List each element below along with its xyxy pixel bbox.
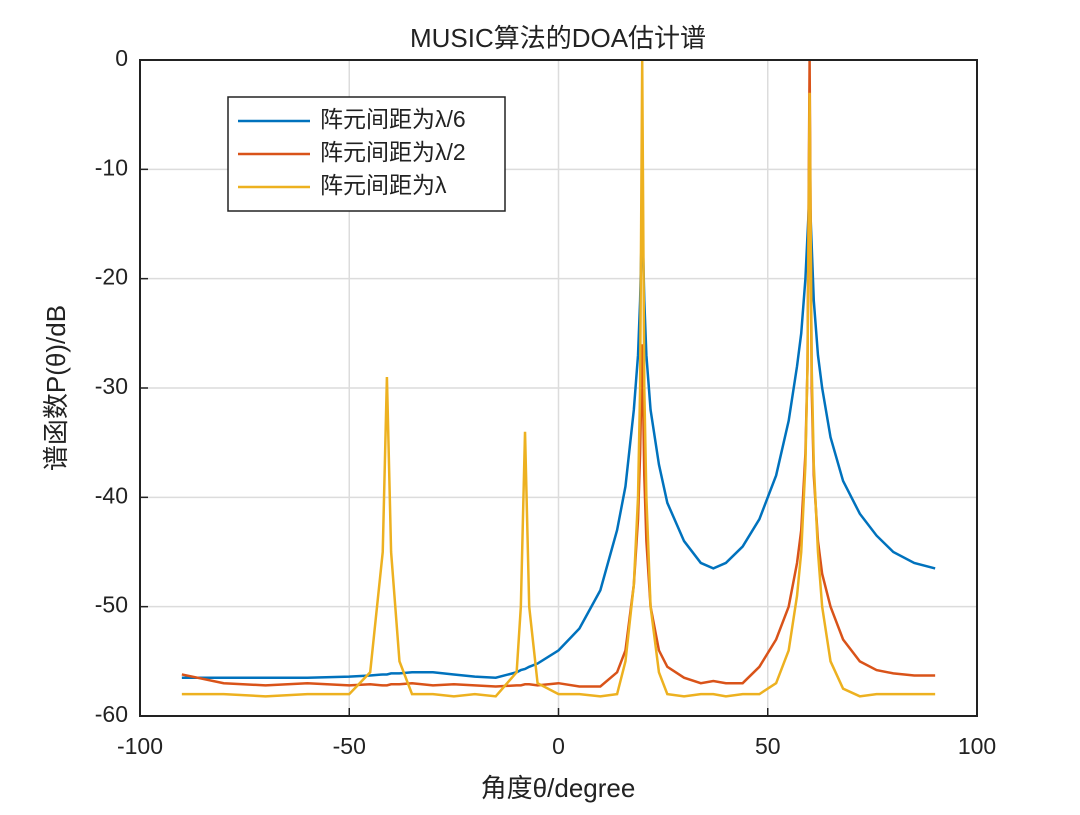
- legend-label: 阵元间距为λ/2: [320, 139, 466, 165]
- y-tick-label: -40: [95, 482, 128, 508]
- y-tick-label: -20: [95, 264, 128, 290]
- x-tick-label: 50: [755, 733, 781, 759]
- chart-title: MUSIC算法的DOA估计谱: [410, 23, 706, 53]
- x-tick-label: -100: [117, 733, 163, 759]
- legend-label: 阵元间距为λ/6: [320, 106, 466, 132]
- x-tick-label: 0: [552, 733, 565, 759]
- y-tick-label: -60: [95, 701, 128, 727]
- plot-frame: [139, 59, 978, 717]
- x-tick-label: -50: [333, 733, 366, 759]
- x-tick-label: 100: [958, 733, 996, 759]
- y-tick-label: -50: [95, 592, 128, 618]
- series-line: [181, 59, 936, 698]
- y-tick-label: -30: [95, 373, 128, 399]
- y-tick-label: 0: [115, 45, 128, 71]
- x-axis-label: 角度θ/degree: [481, 773, 636, 803]
- legend-label: 阵元间距为λ: [320, 172, 447, 198]
- y-tick-label: -10: [95, 154, 128, 180]
- y-axis-label: 谱函数P(θ)/dB: [41, 305, 71, 471]
